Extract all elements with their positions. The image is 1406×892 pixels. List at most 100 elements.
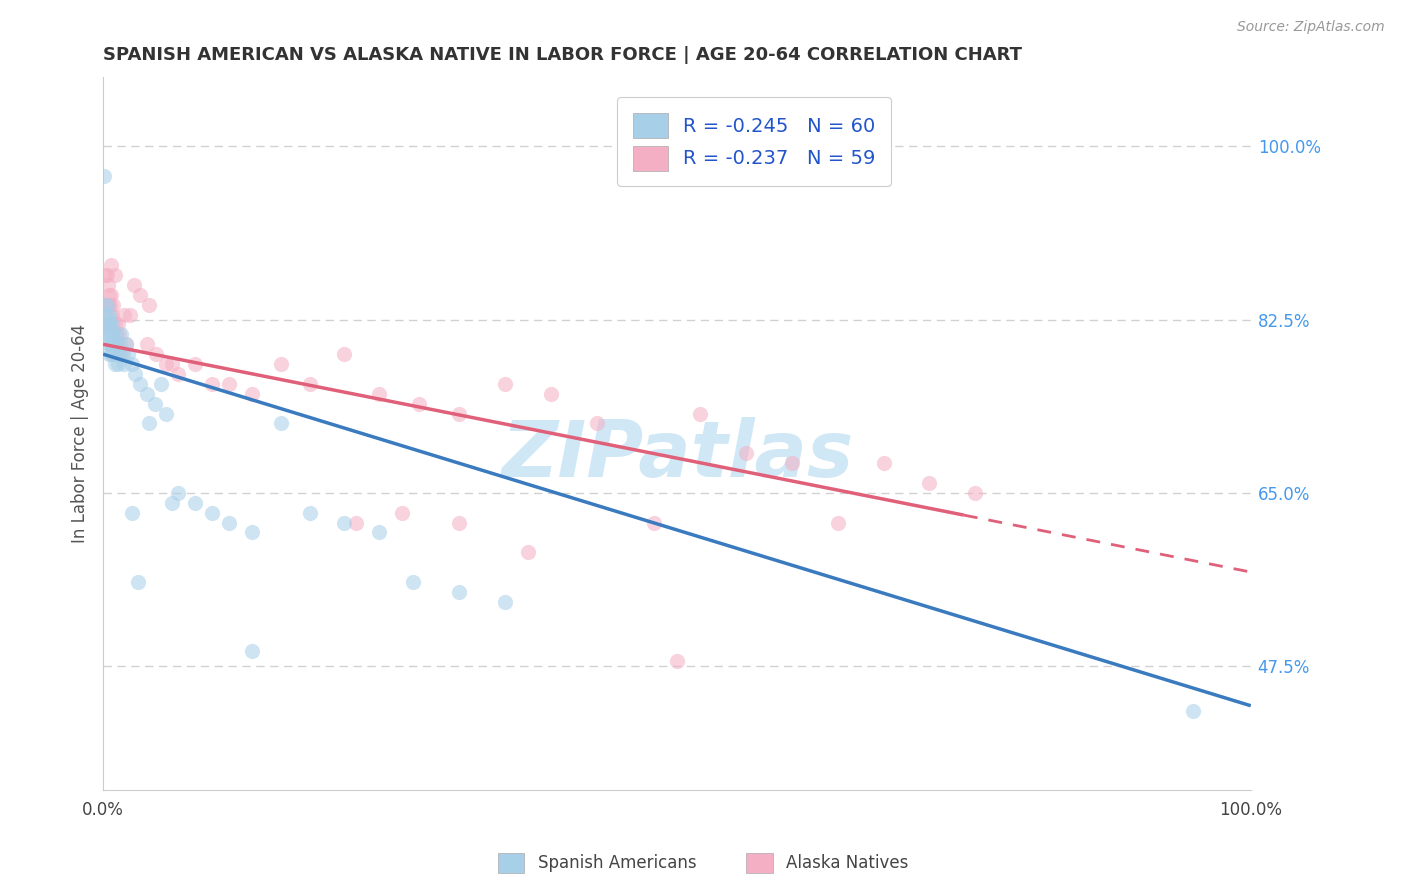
Point [689,407,711,421]
Point [827,516,849,530]
Point [665,654,688,668]
Text: ZIPatlas: ZIPatlas [501,417,853,492]
Point [135,337,157,351]
Point [270,357,292,371]
Point [122,277,145,292]
Point [240,525,263,540]
Point [96,298,118,312]
Point [1182,704,1205,718]
Point [93,169,115,183]
Point [166,367,188,381]
Point [103,347,125,361]
Point [97,298,120,312]
Point [97,308,120,322]
Point [298,506,321,520]
Y-axis label: In Labor Force | Age 20-64: In Labor Force | Age 20-64 [72,324,89,543]
Point [96,268,118,282]
Point [97,337,120,351]
Point [110,327,132,342]
Point [98,298,121,312]
Point [98,308,121,322]
Text: Source: ZipAtlas.com: Source: ZipAtlas.com [1237,20,1385,34]
Point [391,506,413,520]
Point [872,456,894,470]
Point [117,347,139,361]
Point [100,347,122,361]
Point [97,308,120,322]
Point [111,347,134,361]
Point [94,268,117,282]
Point [93,318,115,332]
Point [121,357,143,371]
Point [128,376,150,391]
Point [104,327,127,342]
Point [145,347,167,361]
Point [104,337,127,351]
Point [516,545,538,559]
Point [103,337,125,351]
Point [94,298,117,312]
Point [96,298,118,312]
Point [97,327,120,342]
Point [138,417,160,431]
Point [101,327,124,342]
Point [104,327,127,342]
Point [98,327,121,342]
Point [104,357,127,371]
Point [201,376,224,391]
Point [643,516,665,530]
Point [103,298,125,312]
Point [270,417,292,431]
Point [110,347,132,361]
Point [184,357,207,371]
Point [128,287,150,301]
Point [97,318,120,332]
Point [101,308,124,322]
Point [107,357,129,371]
Point [240,644,263,658]
Legend: R = -0.245   N = 60, R = -0.237   N = 59: R = -0.245 N = 60, R = -0.237 N = 59 [617,97,891,186]
Point [98,318,121,332]
Point [105,347,128,361]
Point [201,506,224,520]
Point [155,357,177,371]
Point [965,485,987,500]
Point [104,268,127,282]
Point [118,308,141,322]
Point [97,347,120,361]
Point [494,595,516,609]
Point [540,386,562,401]
Point [155,407,177,421]
Point [367,525,389,540]
Point [115,337,138,351]
Point [127,574,149,589]
Point [298,376,321,391]
Point [240,386,263,401]
Point [218,376,240,391]
Point [333,347,356,361]
Point [447,516,470,530]
Point [97,318,120,332]
Point [447,585,470,599]
Point [734,446,756,460]
Point [96,318,118,332]
Point [184,496,207,510]
Point [97,318,120,332]
Point [344,516,367,530]
Point [98,318,121,332]
Point [100,287,122,301]
Point [121,506,143,520]
Point [107,318,129,332]
Point [112,308,135,322]
Point [780,456,803,470]
Point [124,367,146,381]
Point [218,516,240,530]
Point [918,475,941,490]
Legend: Spanish Americans, Alaska Natives: Spanish Americans, Alaska Natives [491,847,915,880]
Point [402,574,425,589]
Point [166,485,188,500]
Point [447,407,470,421]
Point [494,376,516,391]
Point [110,337,132,351]
Point [138,298,160,312]
